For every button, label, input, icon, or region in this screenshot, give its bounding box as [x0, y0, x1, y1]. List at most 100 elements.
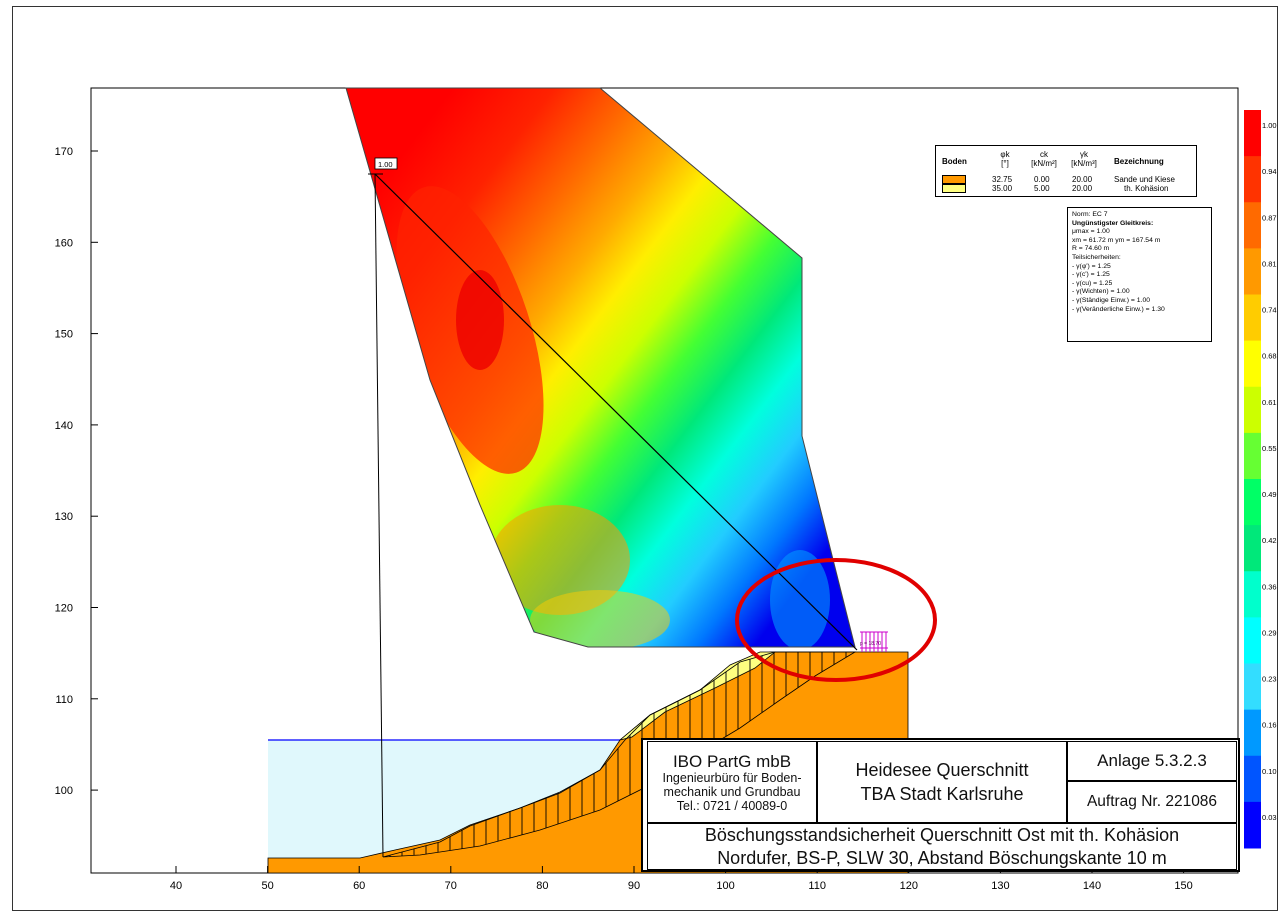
x-axis: 40 50 60 70 80 90 100 110 120 130 140 150 — [170, 866, 1193, 892]
x-tick-label: 40 — [170, 880, 182, 892]
colorbar-segment — [1244, 479, 1261, 526]
water-body — [268, 740, 625, 860]
colorbar: 1.00 0.94 0.87 0.81 0.74 0.68 0.61 0.55 0.49 0.42… — [1244, 110, 1277, 849]
colorbar-label: 1.00 — [1262, 121, 1277, 130]
colorbar-segment — [1244, 617, 1261, 664]
page-frame — [12, 6, 1278, 911]
info-line: Ungünstigster Gleitkreis: — [1072, 219, 1154, 227]
colorbar-segment — [1244, 248, 1261, 295]
colorbar-label: 0.81 — [1262, 259, 1277, 268]
colorbar-label: 0.87 — [1262, 213, 1277, 222]
colorbar-label: 0.16 — [1262, 721, 1277, 730]
colorbar-label: 0.74 — [1262, 306, 1277, 315]
description-cell: Böschungsstandsicherheit Querschnitt Ost… — [647, 823, 1237, 870]
info-line: - γ(Ständige Einw.) = 1.00 — [1072, 296, 1151, 304]
colorbar-label: 0.03 — [1262, 813, 1277, 822]
colorbar-segment — [1244, 156, 1261, 203]
colorbar-label: 0.68 — [1262, 352, 1277, 361]
legend-header-gamma: γk [kN/m³] — [1071, 150, 1097, 168]
colorbar-segment — [1244, 663, 1261, 711]
x-tick-label: 120 — [900, 880, 918, 892]
colorbar-segment — [1244, 801, 1261, 849]
slip-circle-label: 1.00 — [378, 160, 393, 169]
company-tel: Tel.: 0721 / 40089-0 — [676, 798, 788, 813]
x-tick-label: 60 — [353, 880, 365, 892]
colorbar-label: 0.55 — [1262, 444, 1277, 453]
info-line: xm = 61.72 m ym = 167.54 m — [1072, 236, 1161, 244]
colorbar-segment — [1244, 432, 1261, 480]
project-name: Heidesee Querschnitt — [855, 760, 1029, 780]
colorbar-label: 0.61 — [1262, 398, 1277, 407]
calculation-info: Norm: EC 7 Ungünstigster Gleitkreis: μma… — [1067, 207, 1212, 342]
slip-slices — [382, 651, 857, 858]
colorbar-label: 0.10 — [1262, 767, 1277, 776]
y-tick-label: 110 — [55, 694, 73, 706]
x-tick-label: 50 — [261, 880, 273, 892]
company-name: IBO PartG mbB — [672, 751, 792, 771]
highlight-ring — [735, 558, 937, 682]
x-tick-label: 90 — [628, 880, 640, 892]
y-tick-label: 140 — [55, 420, 73, 432]
y-tick-label: 120 — [55, 603, 73, 615]
company-cell: IBO PartG mbB Ingenieurbüro für Boden- m… — [647, 741, 817, 823]
slip-circle-radius-left — [374, 173, 384, 858]
company-line: Ingenieurbüro für Boden- — [662, 770, 802, 785]
colorbar-label: 0.49 — [1262, 490, 1277, 499]
surcharge-load — [860, 631, 888, 652]
info-line: - γ(φ') = 1.25 — [1072, 262, 1111, 270]
y-axis: 170 160 150 140 130 120 110 100 — [55, 146, 98, 797]
x-tick-label: 100 — [716, 880, 734, 892]
y-tick-label: 100 — [55, 785, 73, 797]
legend-header-boden: Boden — [942, 157, 967, 166]
y-tick-label: 170 — [55, 146, 73, 158]
x-tick-label: 140 — [1083, 880, 1101, 892]
colorbar-segment — [1244, 110, 1261, 157]
info-line: - γ(Veränderliche Einw.) = 1.30 — [1072, 305, 1165, 313]
colorbar-segment — [1244, 525, 1261, 572]
x-tick-label: 70 — [445, 880, 457, 892]
colorbar-label: 0.94 — [1262, 167, 1277, 176]
project-cell: Heidesee Querschnitt TBA Stadt Karlsruhe — [817, 741, 1067, 823]
colorbar-label: 0.42 — [1262, 536, 1277, 545]
legend-swatch-cohesive — [942, 184, 966, 194]
x-tick-label: 130 — [991, 880, 1009, 892]
colorbar-label: 0.36 — [1262, 582, 1277, 591]
colorbar-segment — [1244, 294, 1261, 342]
description-line: Böschungsstandsicherheit Querschnitt Ost… — [704, 824, 1180, 845]
field-outline — [345, 87, 856, 648]
colorbar-segment — [1244, 202, 1261, 249]
colorbar-segment — [1244, 755, 1261, 803]
info-line: - γ(cu) = 1.25 — [1072, 279, 1113, 287]
legend-header-phi: φk [°] — [1000, 150, 1010, 168]
x-tick-label: 110 — [808, 880, 826, 892]
anlage-cell: Anlage 5.3.2.3 — [1067, 741, 1237, 781]
legend-row: 32.75 0.00 20.00 Sande und Kiese — [942, 175, 1192, 185]
colorbar-label: 0.29 — [1262, 628, 1277, 637]
info-line: Teilsicherheiten: — [1072, 253, 1121, 261]
title-block: IBO PartG mbB Ingenieurbüro für Boden- m… — [641, 738, 1240, 872]
info-line: R = 74.60 m — [1072, 245, 1110, 253]
auftrag-cell: Auftrag Nr. 221086 — [1067, 781, 1237, 823]
surcharge-label: p = 18.70 — [860, 641, 881, 647]
y-tick-label: 130 — [55, 511, 73, 523]
colorbar-segment — [1244, 386, 1261, 434]
info-line: μmax = 1.00 — [1072, 228, 1110, 236]
legend-header-name: Bezeichnung — [1114, 157, 1164, 166]
slip-circle-label-box — [374, 157, 398, 170]
info-line: - γ(c') = 1.25 — [1072, 271, 1110, 279]
info-line: - γ(Wichten) = 1.00 — [1072, 288, 1130, 296]
x-tick-label: 150 — [1174, 880, 1192, 892]
colorbar-label: 0.23 — [1262, 675, 1277, 684]
colorbar-segment — [1244, 709, 1261, 757]
description-line: Nordufer, BS-P, SLW 30, Abstand Böschung… — [717, 847, 1167, 868]
y-tick-label: 160 — [55, 237, 73, 249]
project-client: TBA Stadt Karlsruhe — [860, 784, 1024, 804]
safety-factor-field — [346, 88, 855, 647]
legend-swatch-sand — [942, 175, 966, 185]
info-line: Norm: EC 7 — [1072, 211, 1108, 218]
soil-legend: Boden φk [°] ck [kN/m²] γk [kN/m³] Bezeichn… — [935, 145, 1197, 197]
company-line: mechanik und Grundbau — [663, 784, 801, 799]
legend-header-c: ck [kN/m²] — [1031, 150, 1057, 168]
